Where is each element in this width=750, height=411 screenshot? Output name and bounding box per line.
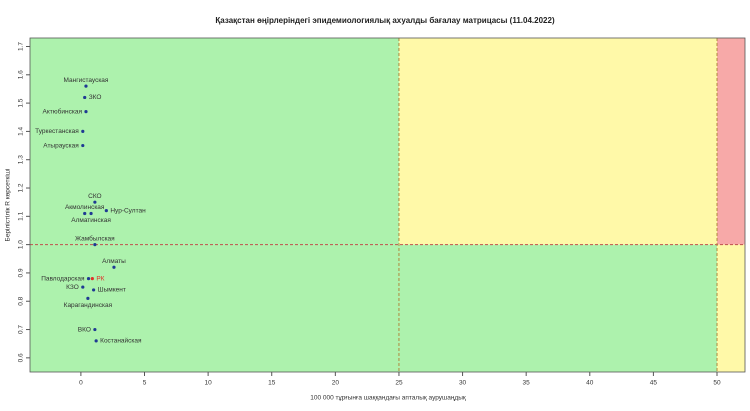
x-tick-label: 10 xyxy=(204,380,212,387)
y-tick-label: 1.1 xyxy=(18,211,25,220)
point-label: Жамбылская xyxy=(75,234,115,242)
point-label: Карагандинская xyxy=(64,302,113,309)
y-tick-label: 1.3 xyxy=(18,155,25,164)
y-tick-label: 0.7 xyxy=(18,325,25,334)
y-tick-label: 0.6 xyxy=(18,353,25,362)
point xyxy=(112,265,116,269)
point xyxy=(93,200,97,204)
x-tick-label: 0 xyxy=(79,380,83,387)
point-label: ВКО xyxy=(78,326,91,333)
point xyxy=(81,285,85,289)
point xyxy=(104,209,108,213)
point-label: Шымкент xyxy=(98,287,126,294)
point-label: Костанайская xyxy=(100,337,142,345)
y-tick-label: 1.0 xyxy=(18,240,25,249)
point-label: Акмолинская xyxy=(65,204,105,211)
zone xyxy=(30,38,399,245)
y-axis-label: Берілістілік R көрсеткіші xyxy=(4,169,12,242)
x-axis-label: 100 000 тұрғынға шаққандағы апталық ауру… xyxy=(310,395,466,402)
x-tick-label: 45 xyxy=(650,380,658,387)
point-label: Алматинская xyxy=(71,217,111,224)
point xyxy=(84,84,88,88)
point xyxy=(90,276,94,281)
point xyxy=(83,211,87,216)
point xyxy=(86,296,90,301)
y-tick-label: 0.9 xyxy=(18,268,25,277)
y-tick-label: 1.5 xyxy=(18,98,25,107)
point-label: Алматы xyxy=(102,258,126,265)
x-tick-label: 50 xyxy=(713,380,721,387)
point-label: СКО xyxy=(88,193,101,200)
point-label: Нур-Султан xyxy=(110,207,146,214)
y-tick-label: 1.2 xyxy=(18,183,25,192)
x-tick-label: 30 xyxy=(459,380,467,387)
point-label: Актюбинская xyxy=(43,107,83,115)
point-label: Мангистауская xyxy=(64,77,109,84)
point-label: Атырауская xyxy=(43,142,79,149)
y-tick-label: 1.4 xyxy=(18,127,25,136)
point xyxy=(81,129,85,134)
x-tick-label: 40 xyxy=(586,380,594,387)
plot-frame xyxy=(29,37,746,373)
chart-title: Қазақстан өңірлеріндегі эпидемиологиялық… xyxy=(215,16,555,25)
point-label: Павлодарская xyxy=(41,275,85,282)
point-label: КЗО xyxy=(66,284,79,291)
x-tick-label: 5 xyxy=(143,380,147,387)
zone xyxy=(717,244,745,372)
y-tick-label: 1.7 xyxy=(18,42,25,51)
y-tick-label: 1.6 xyxy=(18,70,25,79)
x-tick-label: 25 xyxy=(395,380,403,387)
point xyxy=(84,109,88,114)
x-tick-label: 35 xyxy=(523,380,531,387)
zone xyxy=(398,38,718,245)
x-tick-label: 15 xyxy=(268,380,276,387)
point xyxy=(93,327,97,332)
point-label: Туркестанская xyxy=(35,128,79,135)
point xyxy=(83,95,87,100)
zone xyxy=(30,244,718,372)
point-label: ЗКО xyxy=(89,94,102,101)
point xyxy=(92,288,96,292)
point xyxy=(86,276,91,281)
zone xyxy=(717,38,745,245)
y-tick-label: 0.8 xyxy=(18,296,25,305)
point-label: РК xyxy=(96,275,104,282)
x-tick-label: 20 xyxy=(332,380,340,387)
point xyxy=(81,143,85,148)
point xyxy=(89,211,93,216)
point xyxy=(94,339,98,343)
point xyxy=(93,243,97,247)
